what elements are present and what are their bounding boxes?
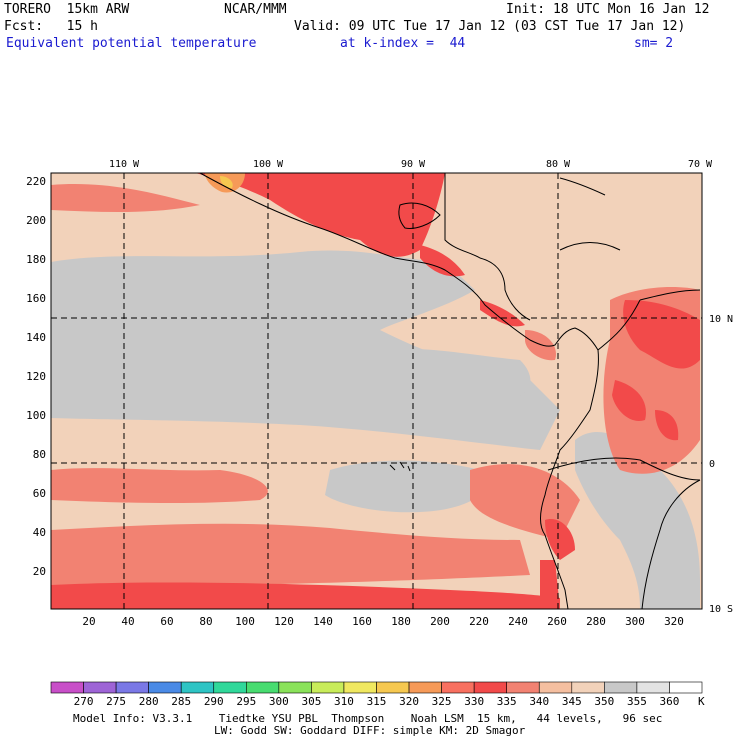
model-info: Model Info: V3.3.1 Tiedtke YSU PBL Thomp… bbox=[73, 712, 663, 725]
x-tick-label: 280 bbox=[586, 615, 606, 628]
x-tick-label: 180 bbox=[391, 615, 411, 628]
x-tick-label: 100 bbox=[235, 615, 255, 628]
colorbar-label: 335 bbox=[497, 695, 517, 708]
lon-label: 90 W bbox=[401, 159, 426, 170]
lon-label: 70 W bbox=[688, 159, 713, 170]
colorbar-label: 295 bbox=[236, 695, 256, 708]
colorbar-swatch bbox=[538, 681, 573, 694]
x-tick-label: 60 bbox=[160, 615, 173, 628]
x-tick-label: 20 bbox=[82, 615, 95, 628]
x-tick-label: 120 bbox=[274, 615, 294, 628]
x-tick-label: 260 bbox=[547, 615, 567, 628]
model-name: TORERO 15km ARW bbox=[4, 2, 130, 17]
colorbar-label: 320 bbox=[399, 695, 419, 708]
colorbar-label: 310 bbox=[334, 695, 354, 708]
colorbar-label: 330 bbox=[464, 695, 484, 708]
colorbar-swatch bbox=[441, 681, 475, 694]
x-axis: 20 40 60 80 100 120 140 160 180 200 220 … bbox=[82, 615, 684, 628]
y-tick-label: 140 bbox=[26, 331, 46, 344]
latlon-grid bbox=[51, 173, 702, 609]
colorbar-label: 350 bbox=[594, 695, 614, 708]
colorbar-label: 285 bbox=[171, 695, 191, 708]
coastlines bbox=[199, 172, 701, 610]
x-tick-label: 200 bbox=[430, 615, 450, 628]
colorbar-label: 325 bbox=[432, 695, 452, 708]
x-tick-label: 300 bbox=[625, 615, 645, 628]
colorbar-swatch bbox=[180, 681, 215, 694]
y-tick-label: 120 bbox=[26, 370, 46, 383]
colorbar-label: 290 bbox=[204, 695, 224, 708]
physics-info: LW: Godd SW: Goddard DIFF: simple KM: 2D… bbox=[214, 724, 526, 737]
colorbar-swatch bbox=[506, 681, 540, 694]
colorbar-swatch bbox=[571, 681, 605, 694]
field-fill bbox=[51, 173, 702, 609]
colorbar-swatch bbox=[148, 681, 182, 694]
colorbar-label: 300 bbox=[269, 695, 289, 708]
colorbar-label: 360 bbox=[660, 695, 680, 708]
level-label: at k-index = 44 bbox=[340, 36, 466, 51]
colorbar-label: 270 bbox=[74, 695, 94, 708]
colorbar-label: 340 bbox=[529, 695, 549, 708]
colorbar-swatch bbox=[408, 681, 442, 694]
lon-label: 100 W bbox=[253, 159, 284, 170]
colorbar-swatch bbox=[213, 681, 247, 694]
colorbar-swatch bbox=[604, 681, 638, 694]
init-time: Init: 18 UTC Mon 16 Jan 12 bbox=[506, 2, 710, 17]
colorbar-label: 315 bbox=[367, 695, 387, 708]
x-tick-label: 240 bbox=[508, 615, 528, 628]
smoothing-label: sm= 2 bbox=[634, 36, 674, 51]
y-tick-label: 160 bbox=[26, 292, 46, 305]
field-name: Equivalent potential temperature bbox=[6, 36, 257, 51]
x-tick-label: 40 bbox=[121, 615, 134, 628]
y-tick-label: 40 bbox=[33, 526, 46, 539]
x-tick-label: 160 bbox=[352, 615, 372, 628]
colorbar-swatch bbox=[376, 681, 410, 694]
colorbar-swatch bbox=[473, 681, 507, 694]
lat-label: 10 S bbox=[709, 604, 733, 615]
colorbar-unit: K bbox=[698, 695, 705, 708]
x-tick-label: 140 bbox=[313, 615, 333, 628]
y-tick-label: 200 bbox=[26, 214, 46, 227]
colorbar-swatch bbox=[278, 681, 312, 694]
colorbar-swatch bbox=[246, 681, 280, 694]
y-tick-label: 100 bbox=[26, 409, 46, 422]
colorbar-swatch bbox=[115, 681, 149, 694]
colorbar-label: 355 bbox=[627, 695, 647, 708]
y-tick-label: 180 bbox=[26, 253, 46, 266]
colorbar-swatch bbox=[83, 681, 117, 694]
colorbar-label: 305 bbox=[301, 695, 321, 708]
map-frame bbox=[50, 172, 703, 610]
y-tick-label: 80 bbox=[33, 448, 46, 461]
colorbar-label: 280 bbox=[139, 695, 159, 708]
colorbar-swatch bbox=[636, 681, 670, 694]
colorbar-swatch bbox=[669, 681, 703, 694]
center-name: NCAR/MMM bbox=[224, 2, 287, 17]
colorbar-swatch bbox=[50, 681, 84, 694]
lat-label: 0 bbox=[709, 459, 715, 470]
x-tick-label: 320 bbox=[664, 615, 684, 628]
x-tick-label: 220 bbox=[469, 615, 489, 628]
y-tick-label: 60 bbox=[33, 487, 46, 500]
y-axis: 220 200 180 160 140 120 100 80 60 40 20 bbox=[26, 175, 46, 578]
colorbar-label: 275 bbox=[106, 695, 126, 708]
colorbar-swatch bbox=[343, 681, 377, 694]
lon-label: 80 W bbox=[546, 159, 571, 170]
colorbar-swatch bbox=[311, 681, 345, 694]
x-tick-label: 80 bbox=[199, 615, 212, 628]
lat-label: 10 N bbox=[709, 314, 733, 325]
colorbar-label: 345 bbox=[562, 695, 582, 708]
valid-time: Valid: 09 UTC Tue 17 Jan 12 (03 CST Tue … bbox=[294, 19, 686, 34]
colorbar: 270 275 280 285 290 295 300 305 310 315 320 325 330 3… bbox=[50, 681, 703, 708]
forecast-hour: Fcst: 15 h bbox=[4, 19, 98, 34]
y-tick-label: 20 bbox=[33, 565, 46, 578]
y-tick-label: 220 bbox=[26, 175, 46, 188]
lon-label: 110 W bbox=[109, 159, 140, 170]
